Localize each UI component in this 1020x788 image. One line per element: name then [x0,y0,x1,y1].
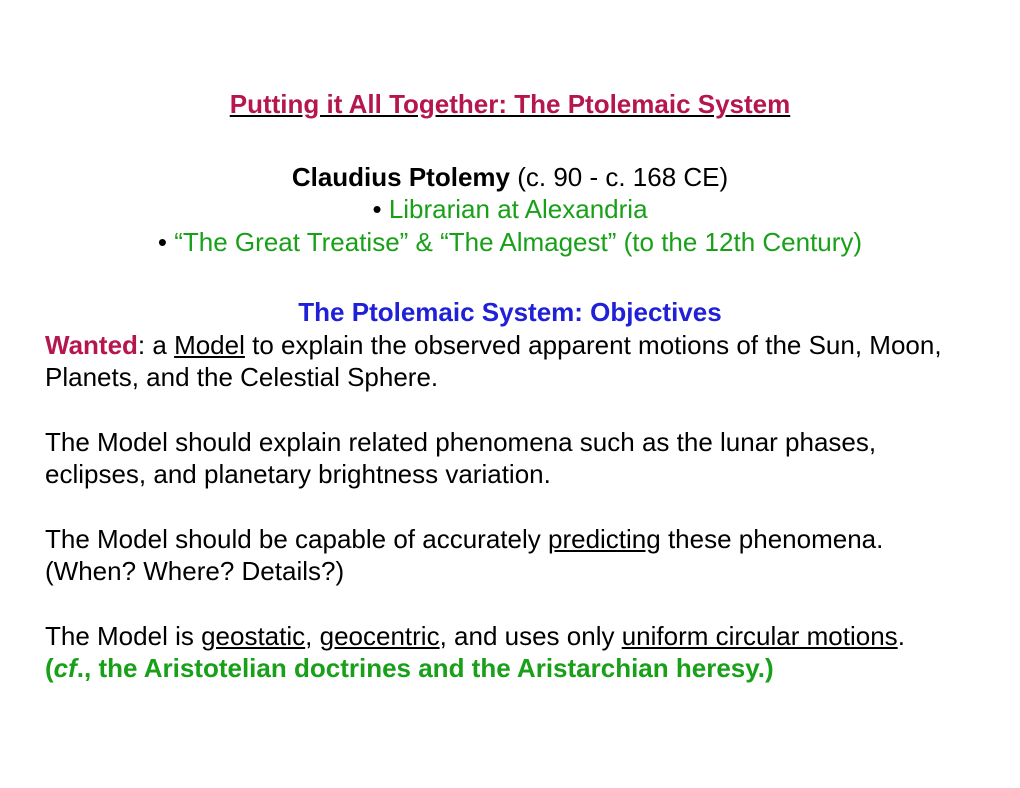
footnote: (cf., the Aristotelian doctrines and the… [45,652,975,685]
fn-pre: ( [45,653,54,683]
section-header-text: The Ptolemaic System: Objectives [298,297,721,327]
p4-t3: , and uses only [440,621,622,651]
paragraph-3: The Model should be capable of accuratel… [45,523,975,588]
section-header: The Ptolemaic System: Objectives [45,296,975,329]
paragraph-4: The Model is geostatic, geocentric, and … [45,620,975,653]
p3-predicting: predicting [548,524,661,554]
p3-before: The Model should be capable of accuratel… [45,524,548,554]
wanted-label: Wanted [45,330,138,360]
p4-geostatic: geostatic [201,621,305,651]
p4-t2: , [305,621,319,651]
fn-cf: cf [54,653,77,683]
bullet-2-text: “The Great Treatise” & “The Almagest” (t… [174,227,862,257]
bullet-1: • Librarian at Alexandria [45,193,975,226]
p4-t1: The Model is [45,621,201,651]
p4-uniform: uniform circular motions [622,621,898,651]
p4-t4: . [898,621,905,651]
slide-content: Putting it All Together: The Ptolemaic S… [0,0,1020,685]
bullet-dot-2: • [158,226,167,259]
title-text: Putting it All Together: The Ptolemaic S… [230,89,791,119]
person-dates: (c. 90 - c. 168 CE) [510,162,728,192]
fn-rest: ., the Aristotelian doctrines and the Ar… [77,653,774,683]
p1-model: Model [174,330,245,360]
paragraph-1: Wanted: a Model to explain the observed … [45,329,975,394]
bullet-2: • “The Great Treatise” & “The Almagest” … [45,226,975,259]
slide-title: Putting it All Together: The Ptolemaic S… [45,88,975,121]
person-name: Claudius Ptolemy [292,162,510,192]
bullet-1-text: Librarian at Alexandria [389,194,648,224]
paragraph-2: The Model should explain related phenome… [45,426,975,491]
p1-t1: : a [138,330,174,360]
p2-text: The Model should explain related phenome… [45,427,876,490]
bullet-dot-1: • [372,193,381,226]
p4-geocentric: geocentric [320,621,440,651]
subtitle: Claudius Ptolemy (c. 90 - c. 168 CE) [45,161,975,194]
